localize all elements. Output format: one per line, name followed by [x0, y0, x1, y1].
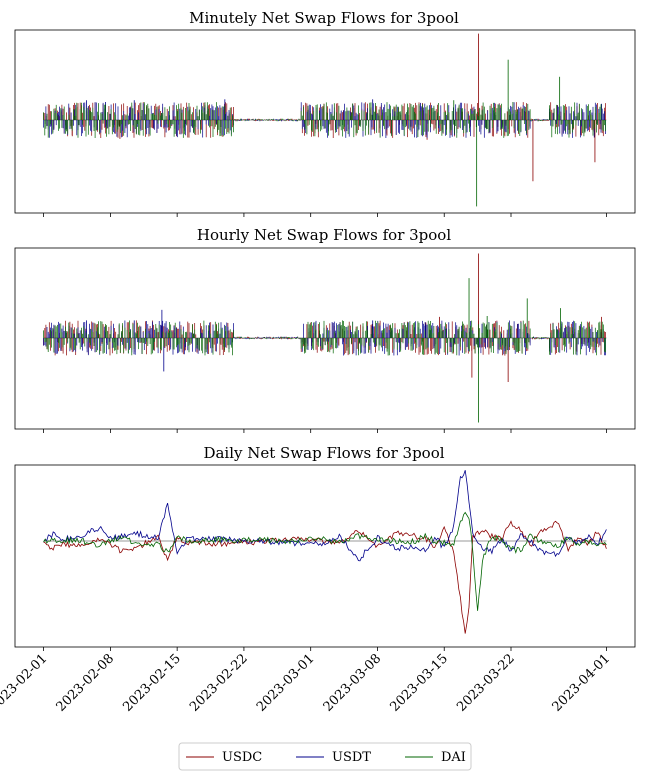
- series-line-usdt: [43, 470, 607, 562]
- axes-frame-minutely: [14, 29, 636, 214]
- axes-frame-daily: [14, 464, 636, 648]
- noise-dai: [43, 320, 606, 356]
- x-tick-label: 2023-04-01: [550, 651, 614, 715]
- noise-dai: [43, 102, 606, 138]
- plot-area-minutely: [43, 33, 607, 207]
- chart-title-hourly: Hourly Net Swap Flows for 3pool: [197, 226, 451, 244]
- x-tick-label: 2023-02-15: [120, 651, 184, 715]
- x-tick-labels: 2023-02-01 2023-02-08 2023-02-15 2023-02-22…: [0, 651, 613, 715]
- x-tick-label: 2023-03-01: [254, 651, 318, 715]
- panel-minutely: Minutely Net Swap Flows for 3pool: [14, 9, 636, 217]
- x-tick-label: 2023-03-22: [454, 651, 518, 715]
- chart-title-daily: Daily Net Swap Flows for 3pool: [203, 444, 444, 462]
- x-tick-label: 2023-02-01: [0, 651, 50, 715]
- axes-frame-hourly: [14, 247, 636, 430]
- legend-usdt-label: USDT: [332, 750, 371, 765]
- series-line-dai: [43, 511, 607, 611]
- x-ticks-hourly: [43, 429, 607, 433]
- x-tick-label: 2023-02-22: [187, 651, 251, 715]
- legend: USDC USDT DAI: [178, 742, 472, 771]
- plot-area-daily: [43, 470, 607, 634]
- chart-title-minutely: Minutely Net Swap Flows for 3pool: [189, 9, 459, 27]
- x-tick-label: 2023-03-08: [321, 651, 385, 715]
- x-ticks-daily: [43, 647, 607, 651]
- panel-daily: Daily Net Swap Flows for 3pool 2023-02-0…: [0, 444, 636, 715]
- legend-frame: [178, 742, 472, 771]
- legend-dai-label: DAI: [441, 750, 466, 765]
- x-ticks-minutely: [43, 213, 607, 217]
- x-tick-label: 2023-03-15: [387, 651, 451, 715]
- legend-usdc-label: USDC: [222, 750, 262, 765]
- x-tick-label: 2023-02-08: [54, 651, 118, 715]
- plot-area-hourly: [43, 253, 607, 423]
- panel-hourly: Hourly Net Swap Flows for 3pool: [14, 226, 636, 433]
